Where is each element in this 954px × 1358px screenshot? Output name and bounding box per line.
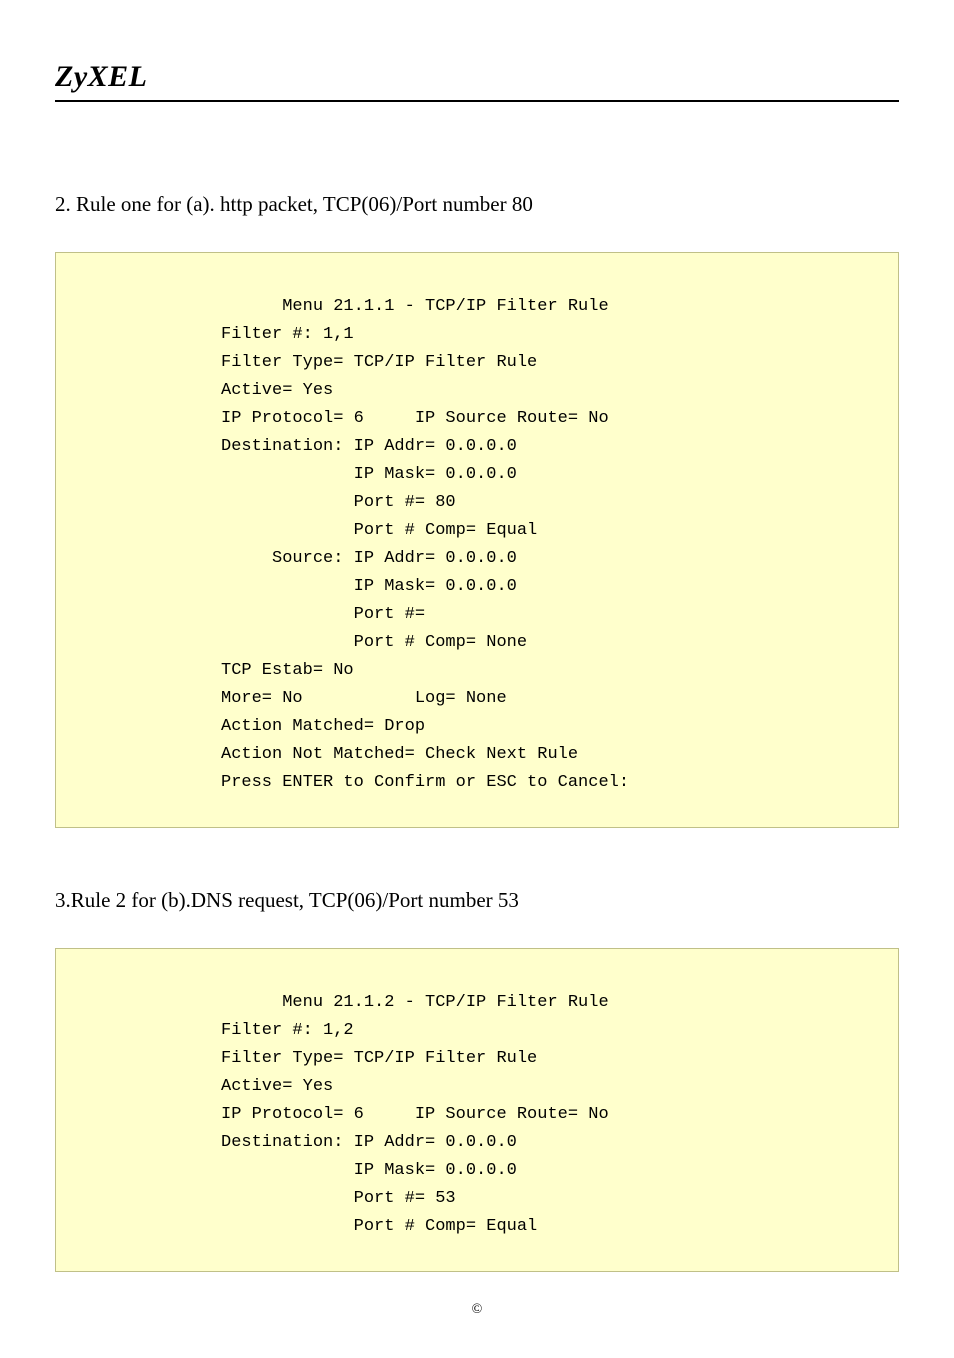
code-box-1-content: Menu 21.1.1 - TCP/IP Filter Rule Filter … [221, 293, 868, 797]
page-footer: © [55, 1302, 899, 1318]
code-box-2: Menu 21.1.2 - TCP/IP Filter Rule Filter … [55, 948, 899, 1272]
section-2-heading: 3.Rule 2 for (b).DNS request, TCP(06)/Po… [55, 888, 899, 913]
brand-divider [55, 100, 899, 102]
code-box-1: Menu 21.1.1 - TCP/IP Filter Rule Filter … [55, 252, 899, 828]
section-1-heading: 2. Rule one for (a). http packet, TCP(06… [55, 192, 899, 217]
brand-logo: ZyXEL [55, 60, 899, 100]
code-box-2-content: Menu 21.1.2 - TCP/IP Filter Rule Filter … [221, 989, 868, 1241]
document-page: ZyXEL 2. Rule one for (a). http packet, … [0, 0, 954, 1358]
